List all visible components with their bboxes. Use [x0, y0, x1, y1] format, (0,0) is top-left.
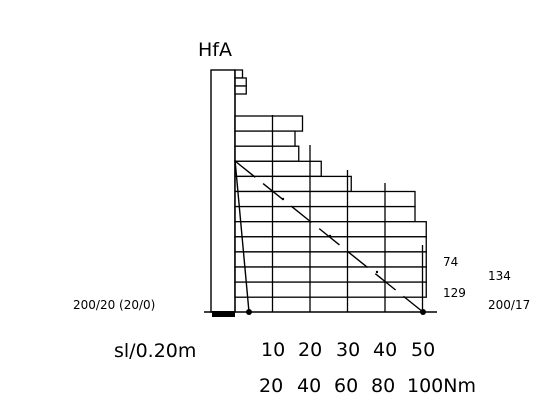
axis-number: 60: [334, 375, 358, 397]
diagonal-dot: [328, 234, 332, 238]
bar: [234, 205, 416, 223]
diagonal-dot: [375, 270, 379, 274]
label-129: 129: [443, 286, 466, 300]
axis-number: 100Nm: [407, 375, 476, 397]
axis-number: 40: [297, 375, 321, 397]
slant-endpoint: [246, 309, 252, 315]
bar: [234, 221, 427, 238]
bar: [234, 160, 322, 178]
bar: [234, 251, 427, 268]
bar: [234, 190, 416, 208]
axis-lines: [234, 70, 424, 312]
axis-number: 20: [259, 375, 283, 397]
diagonal-endpoint: [420, 309, 426, 315]
bar: [234, 175, 352, 193]
bar-group: [234, 69, 427, 298]
bar: [234, 85, 247, 95]
slant-line: [234, 159, 250, 313]
bar: [234, 266, 427, 283]
bar: [234, 281, 427, 298]
scale-label: sl/0.20m: [114, 340, 196, 362]
label-134: 134: [488, 269, 511, 283]
column-foot: [212, 311, 235, 317]
axis-row-2: 20 40 60 80 100Nm: [259, 375, 476, 397]
axis-number: 40: [373, 339, 397, 361]
diagonal-dot: [281, 197, 285, 201]
bar: [234, 115, 304, 132]
bar: [234, 145, 300, 162]
axis-number: 50: [411, 339, 435, 361]
diagram-title: HfA: [198, 39, 232, 61]
label-200-17: 200/17: [488, 298, 530, 312]
left-label: 200/20 (20/0): [73, 298, 155, 312]
bar: [234, 130, 296, 147]
axis-number: 30: [336, 339, 360, 361]
label-74: 74: [443, 255, 458, 269]
bar: [234, 69, 244, 79]
axis-row-1: 10 20 30 40 50: [261, 339, 435, 361]
profile-column: [210, 69, 236, 313]
bar: [234, 77, 247, 87]
axis-number: 20: [298, 339, 322, 361]
axis-number: 80: [371, 375, 395, 397]
bar: [234, 236, 427, 253]
axis-number: 10: [261, 339, 285, 361]
